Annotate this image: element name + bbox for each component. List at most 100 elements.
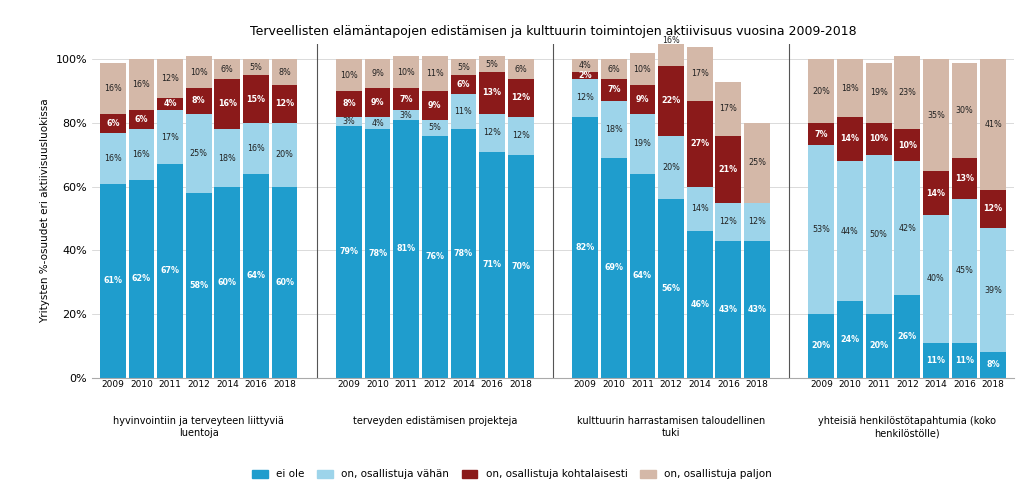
Bar (837, 161, 863, 301)
Text: 42%: 42% (898, 224, 916, 232)
Text: 78%: 78% (368, 249, 387, 258)
Bar (214, 187, 241, 378)
Text: 12%: 12% (577, 93, 594, 102)
Bar (744, 123, 770, 203)
Text: 6%: 6% (514, 64, 527, 74)
Bar (157, 110, 183, 165)
Text: 13%: 13% (955, 174, 974, 183)
Text: yhteisiä henkilöstötapahtumia (koko
henkilöstölle): yhteisiä henkilöstötapahtumia (koko henk… (818, 416, 996, 438)
Bar (744, 203, 770, 241)
Bar (687, 47, 713, 101)
Text: 78%: 78% (454, 249, 473, 258)
Bar (422, 136, 447, 378)
Text: 26%: 26% (898, 332, 916, 341)
Bar (129, 181, 155, 378)
Bar (809, 145, 835, 314)
Text: 19%: 19% (869, 89, 888, 97)
Text: 18%: 18% (605, 125, 623, 134)
Bar (185, 56, 212, 88)
Bar (894, 56, 921, 129)
Bar (572, 117, 598, 378)
Bar (865, 123, 892, 155)
Text: 20%: 20% (275, 151, 294, 159)
Text: 71%: 71% (482, 260, 502, 269)
Bar (923, 343, 949, 378)
Text: 5%: 5% (250, 63, 262, 72)
Text: 10%: 10% (634, 64, 651, 74)
Text: 11%: 11% (455, 107, 472, 117)
Text: 16%: 16% (663, 36, 680, 45)
Text: 8%: 8% (986, 360, 1000, 369)
Bar (630, 85, 655, 114)
Legend: ei ole, on, osallistuja vähän, on, osallistuja kohtalaisesti, on, osallistuja pa: ei ole, on, osallistuja vähän, on, osall… (248, 465, 776, 484)
Title: Terveellisten elämäntapojen edistämisen ja kulttuurin toimintojen aktiivisuus vu: Terveellisten elämäntapojen edistämisen … (250, 25, 856, 38)
Text: 20%: 20% (812, 87, 830, 96)
Bar (393, 110, 419, 120)
Bar (951, 62, 977, 158)
Bar (422, 56, 447, 91)
Bar (716, 241, 741, 378)
Bar (451, 76, 476, 94)
Text: 82%: 82% (575, 242, 595, 252)
Text: 3%: 3% (399, 111, 413, 120)
Text: 62%: 62% (132, 274, 151, 284)
Bar (365, 129, 390, 378)
Bar (687, 231, 713, 378)
Text: 10%: 10% (189, 68, 208, 76)
Bar (393, 56, 419, 88)
Text: hyvinvointiin ja terveyteen liittyviä
luentoja: hyvinvointiin ja terveyteen liittyviä lu… (114, 416, 284, 438)
Text: 17%: 17% (720, 104, 737, 113)
Bar (336, 60, 361, 91)
Bar (214, 129, 241, 187)
Bar (508, 60, 534, 78)
Text: 6%: 6% (457, 80, 470, 90)
Bar (894, 161, 921, 295)
Bar (951, 158, 977, 199)
Bar (630, 114, 655, 174)
Text: 4%: 4% (163, 100, 177, 108)
Bar (393, 120, 419, 378)
Text: 16%: 16% (132, 80, 151, 90)
Text: 67%: 67% (161, 267, 179, 275)
Bar (923, 60, 949, 171)
Text: 39%: 39% (984, 286, 1002, 295)
Bar (422, 120, 447, 136)
Bar (422, 91, 447, 120)
Bar (214, 78, 241, 129)
Text: 17%: 17% (691, 69, 709, 78)
Text: 61%: 61% (103, 276, 122, 285)
Text: 15%: 15% (247, 95, 265, 104)
Text: 12%: 12% (748, 217, 766, 226)
Bar (894, 129, 921, 161)
Bar (508, 117, 534, 155)
Bar (271, 85, 297, 123)
Bar (243, 123, 269, 174)
Text: 7%: 7% (607, 85, 621, 94)
Bar (271, 187, 297, 378)
Bar (716, 203, 741, 241)
Bar (365, 88, 390, 117)
Text: 16%: 16% (132, 151, 151, 159)
Bar (365, 117, 390, 129)
Bar (157, 98, 183, 110)
Text: 20%: 20% (663, 163, 680, 172)
Bar (100, 183, 126, 378)
Bar (716, 136, 741, 203)
Text: 11%: 11% (955, 356, 974, 364)
Bar (508, 78, 534, 117)
Text: 12%: 12% (483, 128, 501, 137)
Text: 9%: 9% (371, 98, 384, 107)
Bar (980, 352, 1006, 378)
Text: 9%: 9% (636, 95, 649, 104)
Bar (716, 82, 741, 136)
Text: terveyden edistämisen projekteja: terveyden edistämisen projekteja (352, 416, 517, 426)
Text: 46%: 46% (690, 300, 710, 309)
Text: kulttuurin harrastamisen taloudellinen
tuki: kulttuurin harrastamisen taloudellinen t… (577, 416, 765, 438)
Text: 10%: 10% (898, 141, 916, 150)
Bar (336, 117, 361, 126)
Text: 27%: 27% (690, 139, 710, 148)
Text: 11%: 11% (927, 356, 945, 364)
Bar (508, 155, 534, 378)
Text: 12%: 12% (511, 93, 530, 102)
Text: 25%: 25% (189, 149, 208, 158)
